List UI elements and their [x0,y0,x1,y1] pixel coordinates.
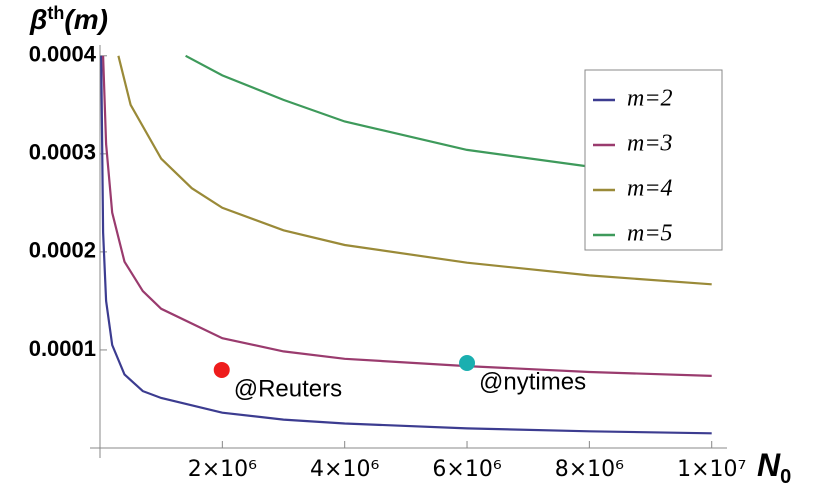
y-tick-label: 0.0004 [29,42,97,67]
y-tick-label: 0.0001 [29,336,96,361]
legend-label: m=3 [627,131,673,157]
x-tick-label: 6×10⁶ [432,457,501,482]
point-label: @Reuters [234,375,342,402]
point [459,354,476,371]
legend-label: m=2 [627,86,673,112]
x-axis-label: N0 [757,447,791,488]
x-tick-label: 2×10⁶ [188,457,257,482]
legend-label: m=5 [627,221,673,247]
x-tick-label: 4×10⁶ [310,457,379,482]
y-tick-label: 0.0003 [29,140,96,165]
point [213,361,230,378]
y-tick-label: 0.0002 [29,238,96,263]
series-line [117,55,712,286]
x-tick-label: 8×10⁶ [555,457,624,482]
legend-label: m=4 [627,176,673,202]
series-line [100,55,712,435]
x-tick-label: 1×10⁷ [677,457,746,482]
point-label: @nytimes [479,368,586,395]
y-axis-label: βth(m) [29,3,108,36]
series-line [102,55,712,377]
